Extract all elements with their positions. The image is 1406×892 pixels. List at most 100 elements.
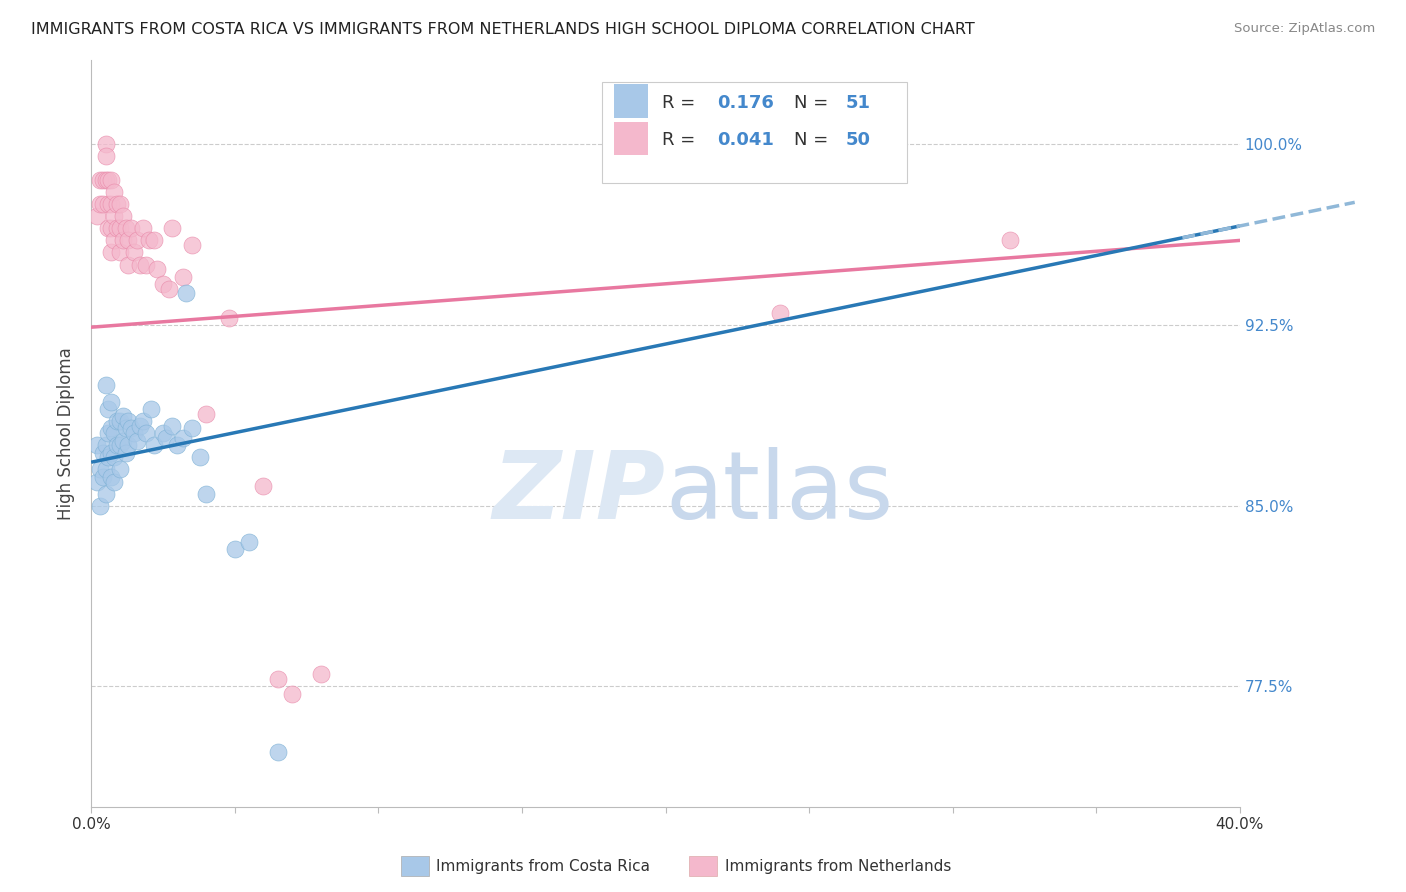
Point: [120, 221, 142, 235]
Point: [172, 431, 194, 445]
Text: atlas: atlas: [665, 447, 894, 539]
Point: [129, 419, 152, 434]
Point: [141, 402, 163, 417]
Point: [103, 450, 125, 465]
Point: [100, 173, 122, 187]
Point: [218, 310, 240, 325]
Point: [108, 197, 131, 211]
Point: [94, 136, 117, 151]
FancyBboxPatch shape: [614, 121, 648, 155]
Point: [111, 209, 134, 223]
Point: [238, 534, 260, 549]
Point: [91, 445, 114, 459]
Text: 51: 51: [846, 94, 870, 112]
FancyBboxPatch shape: [614, 84, 648, 118]
Point: [108, 438, 131, 452]
Point: [127, 234, 149, 248]
Point: [94, 173, 117, 187]
Point: [224, 541, 246, 556]
Point: [135, 426, 157, 441]
Point: [103, 475, 125, 489]
Text: Immigrants from Costa Rica: Immigrants from Costa Rica: [436, 859, 650, 873]
Point: [97, 450, 120, 465]
Point: [122, 426, 145, 441]
Text: N =: N =: [794, 131, 834, 149]
Point: [97, 426, 120, 441]
Text: ZIP: ZIP: [492, 447, 665, 539]
Point: [180, 238, 202, 252]
Point: [105, 438, 128, 452]
Point: [114, 421, 136, 435]
Point: [135, 258, 157, 272]
Point: [152, 426, 174, 441]
Point: [94, 486, 117, 500]
Point: [86, 209, 108, 223]
Point: [195, 486, 218, 500]
Point: [89, 462, 111, 476]
Point: [195, 407, 218, 421]
Point: [114, 221, 136, 235]
Point: [267, 745, 290, 759]
Text: IMMIGRANTS FROM COSTA RICA VS IMMIGRANTS FROM NETHERLANDS HIGH SCHOOL DIPLOMA CO: IMMIGRANTS FROM COSTA RICA VS IMMIGRANTS…: [31, 22, 974, 37]
Point: [111, 409, 134, 424]
Point: [89, 197, 111, 211]
Text: 0.041: 0.041: [717, 131, 775, 149]
Point: [108, 414, 131, 428]
Point: [91, 173, 114, 187]
Point: [132, 414, 155, 428]
Point: [97, 402, 120, 417]
Point: [174, 286, 197, 301]
Point: [97, 197, 120, 211]
Point: [100, 421, 122, 435]
Point: [89, 173, 111, 187]
Point: [152, 277, 174, 291]
Point: [117, 258, 139, 272]
Point: [146, 262, 169, 277]
Point: [91, 469, 114, 483]
Point: [100, 469, 122, 483]
Point: [105, 197, 128, 211]
Point: [100, 445, 122, 459]
Point: [103, 234, 125, 248]
Point: [998, 234, 1021, 248]
Point: [100, 197, 122, 211]
Point: [120, 421, 142, 435]
Text: Source: ZipAtlas.com: Source: ZipAtlas.com: [1234, 22, 1375, 36]
Text: 50: 50: [846, 131, 870, 149]
Point: [117, 414, 139, 428]
Point: [160, 419, 183, 434]
Point: [143, 438, 166, 452]
Point: [103, 185, 125, 199]
Point: [103, 209, 125, 223]
Point: [122, 245, 145, 260]
Point: [108, 245, 131, 260]
Point: [97, 221, 120, 235]
Point: [117, 438, 139, 452]
Point: [111, 234, 134, 248]
Point: [94, 149, 117, 163]
Point: [94, 378, 117, 392]
Point: [103, 426, 125, 441]
Point: [132, 221, 155, 235]
Point: [155, 431, 177, 445]
Point: [86, 438, 108, 452]
Point: [769, 306, 792, 320]
Point: [97, 173, 120, 187]
Point: [108, 221, 131, 235]
Text: N =: N =: [794, 94, 834, 112]
Point: [100, 245, 122, 260]
Point: [138, 234, 160, 248]
FancyBboxPatch shape: [602, 82, 907, 183]
Point: [188, 450, 211, 465]
Text: Immigrants from Netherlands: Immigrants from Netherlands: [725, 859, 952, 873]
Point: [172, 269, 194, 284]
Text: 0.176: 0.176: [717, 94, 775, 112]
Y-axis label: High School Diploma: High School Diploma: [58, 347, 75, 520]
Point: [108, 462, 131, 476]
Point: [309, 667, 332, 681]
Point: [94, 462, 117, 476]
Point: [117, 234, 139, 248]
Point: [105, 414, 128, 428]
Point: [129, 258, 152, 272]
Point: [166, 438, 188, 452]
